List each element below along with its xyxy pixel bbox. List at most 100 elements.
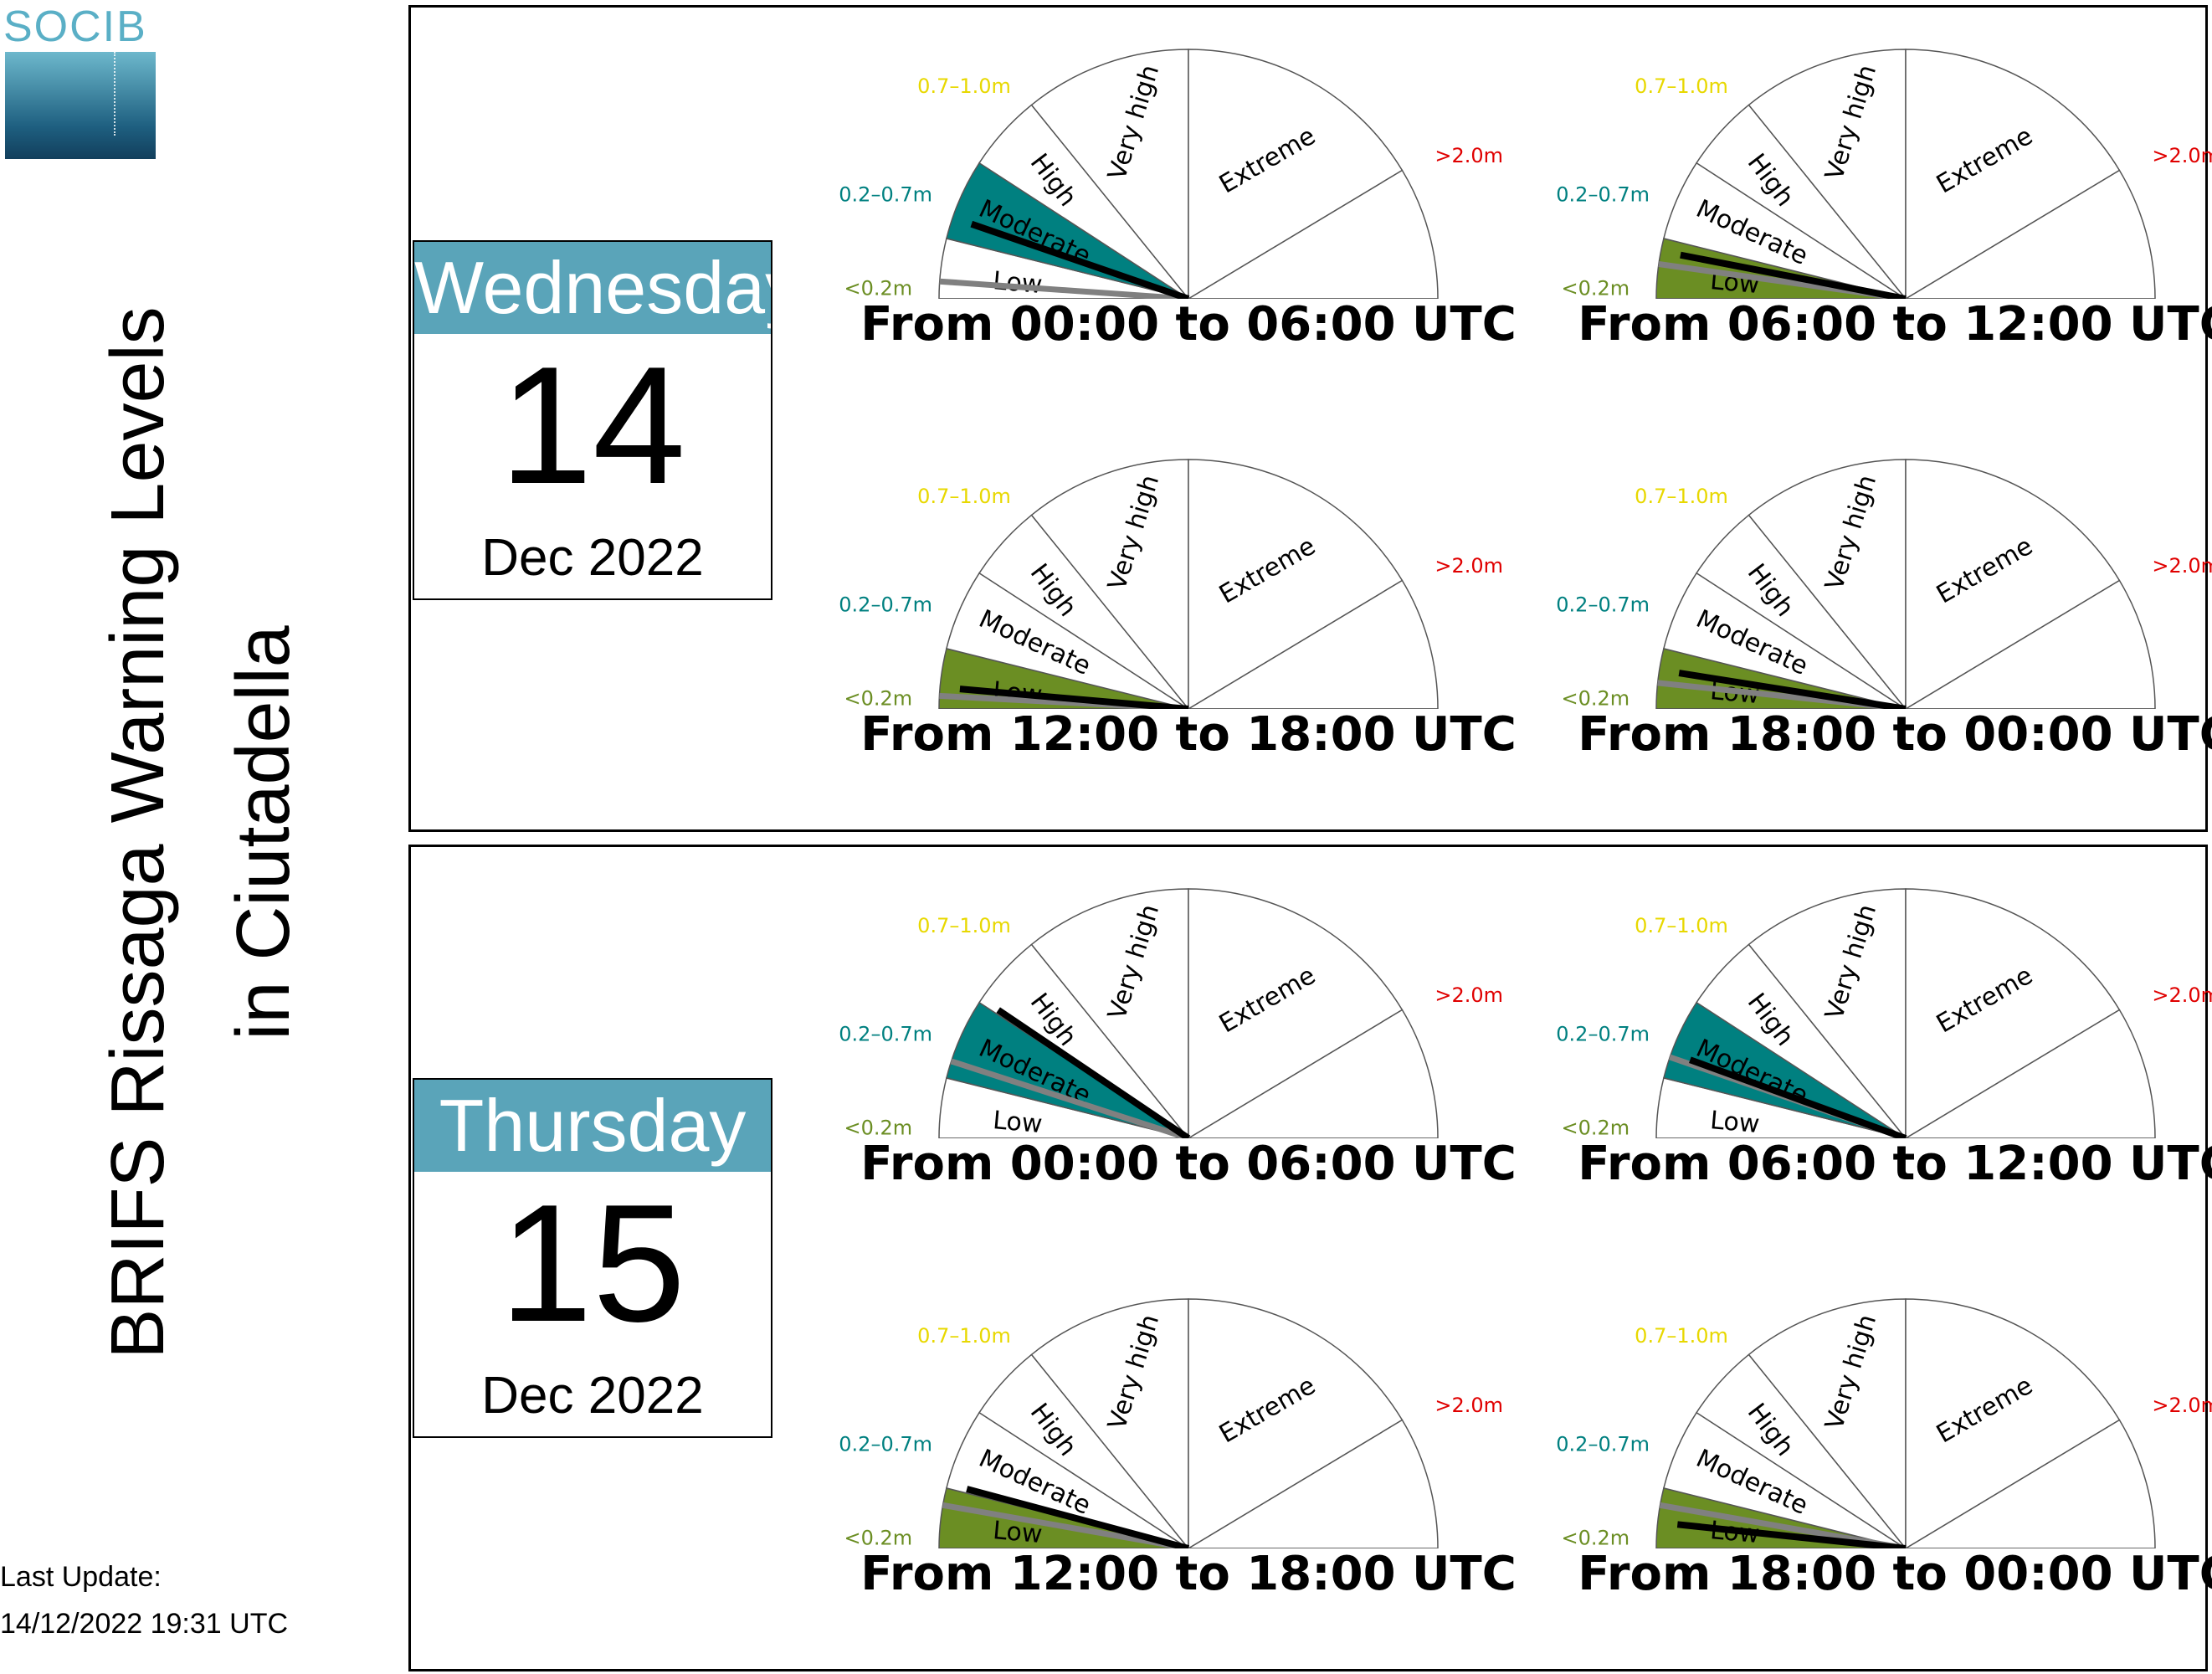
last-update-label: Last Update: (0, 1561, 162, 1593)
gauge-period-label: From 18:00 to 00:00 UTC (1578, 707, 2212, 762)
gauge-range-label: 0.2–0.7m (839, 1022, 932, 1045)
gauge-needle (996, 1007, 1191, 1138)
day-panel-1: Wednesday 14 Dec 2022 Low Moderate High Ver… (408, 5, 2212, 832)
gauge-range-label: >2.0m (2152, 144, 2212, 167)
gauge-range-label: >2.0m (1434, 554, 1503, 578)
gauge-sector-5 (1904, 579, 2156, 709)
gauge-range-label: 0.2–0.7m (1556, 182, 1650, 206)
gauge-needle (1689, 1056, 1907, 1138)
gauge-period-label: From 12:00 to 18:00 UTC (860, 1547, 1517, 1601)
gauge-range-label: <0.2m (844, 277, 913, 300)
calendar-card: Wednesday 14 Dec 2022 (413, 240, 772, 600)
logo-dotted-line (114, 52, 115, 136)
logo-text: SOCIB (3, 3, 147, 51)
gauge-sector-4 (1905, 459, 2121, 709)
gauge-range-label: >2.0m (1434, 1394, 1503, 1417)
gauge-sector-4 (1905, 49, 2121, 299)
gauge-range-label: 0.7–1.0m (1635, 74, 1728, 98)
gauge-period-label: From 00:00 to 06:00 UTC (860, 297, 1517, 352)
gauge-needle-secondary (939, 278, 1189, 299)
gauge-range-label: >2.0m (2152, 1394, 2212, 1417)
gauge-needle-secondary (950, 1058, 1190, 1138)
gauge-needle (1676, 1521, 1907, 1548)
gauge-needle (970, 220, 1190, 299)
gauge-range-label: >2.0m (1434, 983, 1503, 1007)
gauge-level-name: Low (992, 266, 1044, 299)
gauge-range-label: 0.7–1.0m (917, 914, 1011, 937)
gauge-sector-5 (1187, 1009, 1439, 1138)
gauge-period-label: From 06:00 to 12:00 UTC (1578, 1137, 2212, 1191)
gauge-range-label: <0.2m (1562, 1527, 1630, 1549)
gauge-range-label: <0.2m (844, 1527, 913, 1549)
last-update-value: 14/12/2022 19:31 UTC (0, 1608, 289, 1640)
gauge-period-label: From 06:00 to 12:00 UTC (1578, 297, 2212, 352)
gauge-sector-3 (1748, 888, 1907, 1138)
gauge-period-label: From 18:00 to 00:00 UTC (1578, 1547, 2212, 1601)
gauge-sector-4 (1188, 459, 1404, 709)
gauge-range-label: 1.0–2.0m (1859, 854, 1953, 858)
calendar-card: Thursday 15 Dec 2022 (413, 1078, 772, 1438)
gauge-range-label: >2.0m (1434, 144, 1503, 167)
gauge-sector-3 (1030, 888, 1189, 1138)
gauge-sector-3 (1030, 49, 1189, 299)
gauge-needle (1678, 670, 1907, 709)
gauge-sector-3 (1748, 49, 1907, 299)
gauge-sector-5 (1187, 579, 1439, 709)
gauge-range-label: 0.2–0.7m (839, 593, 932, 616)
page-title: BRIFS Rissaga Warning Levels in Ciutadel… (75, 306, 326, 1358)
calendar-day-number: 15 (499, 1170, 686, 1357)
gauge-range-label: <0.2m (1562, 1117, 1630, 1139)
gauge-sector-5 (1904, 169, 2156, 299)
calendar-weekday: Wednesday (414, 242, 771, 334)
gauge-range-label: >2.0m (2152, 554, 2212, 578)
gauge-range-label: 1.0–2.0m (1142, 424, 1235, 429)
gauge-period-label: From 12:00 to 18:00 UTC (860, 707, 1517, 762)
gauge-sector-3 (1030, 459, 1189, 709)
gauge-range-label: 1.0–2.0m (1142, 854, 1235, 858)
gauge-needle (959, 686, 1189, 709)
gauge-range-label: 1.0–2.0m (1859, 14, 1953, 18)
gauge-range-label: 0.7–1.0m (1635, 485, 1728, 508)
calendar-day-number: 14 (499, 332, 686, 519)
gauge-sector-5 (1187, 169, 1439, 299)
socib-logo: SOCIB (0, 0, 159, 159)
gauge-sector-3 (1748, 1298, 1907, 1548)
gauge-range-label: <0.2m (1562, 277, 1630, 300)
day-panel-2: Thursday 15 Dec 2022 Low Moderate High Very… (408, 845, 2212, 1671)
gauge-range-label: 1.0–2.0m (1859, 424, 1953, 429)
gauge-sector-4 (1188, 1298, 1404, 1548)
page-title-line1: BRIFS Rissaga Warning Levels (96, 306, 180, 1359)
gauge-range-label: 0.2–0.7m (1556, 1022, 1650, 1045)
calendar-weekday: Thursday (414, 1080, 771, 1172)
gauge-sector-4 (1188, 888, 1404, 1138)
last-update: Last Update: 14/12/2022 19:31 UTC (0, 1553, 288, 1647)
gauge-range-label: 1.0–2.0m (1142, 14, 1235, 18)
gauge-range-label: 0.2–0.7m (1556, 593, 1650, 616)
logo-wave-graphic (5, 52, 156, 159)
gauge-sector-3 (1030, 1298, 1189, 1548)
gauge-range-label: 0.7–1.0m (917, 1324, 1011, 1348)
gauge-range-label: <0.2m (844, 687, 913, 710)
gauge-sector-5 (1904, 1419, 2156, 1548)
gauge-needle-secondary (942, 1502, 1189, 1548)
gauge-needle (966, 1486, 1190, 1548)
gauge-level-name: Low (992, 1106, 1044, 1138)
gauge-range-label: 0.2–0.7m (1556, 1432, 1650, 1456)
gauge-range-label: 0.7–1.0m (1635, 1324, 1728, 1348)
gauge-range-label: >2.0m (2152, 983, 2212, 1007)
